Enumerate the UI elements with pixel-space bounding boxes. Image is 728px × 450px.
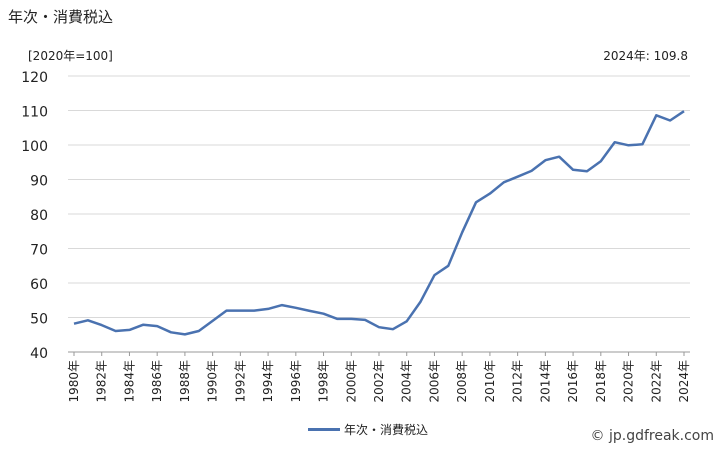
y-tick-label: 90 [30,174,48,190]
latest-value-label: 2024年: 109.8 [603,49,688,63]
y-tick-label: 100 [21,139,48,155]
legend-label: 年次・消費税込 [344,423,429,437]
x-tick-label: 1982年 [95,360,109,403]
x-tick-label: 2018年 [594,360,608,403]
x-tick-label: 1992年 [233,360,247,403]
chart-title: 年次・消費税込 [8,8,114,26]
y-tick-label: 40 [30,346,48,362]
x-tick-label: 1984年 [122,360,136,403]
y-tick-label: 80 [30,208,48,224]
x-tick-label: 2016年 [566,360,580,403]
y-tick-label: 120 [21,70,48,86]
x-tick-label: 1986年 [150,360,164,403]
x-tick-label: 2002年 [372,360,386,403]
y-tick-label: 110 [21,105,48,121]
x-tick-label: 2006年 [427,360,441,403]
x-tick-label: 2004年 [400,360,414,403]
x-tick-label: 1994年 [261,360,275,403]
y-tick-label: 60 [30,277,48,293]
legend-swatch [308,428,340,431]
unit-label: [2020年=100] [28,49,113,63]
x-tick-label: 2000年 [344,360,358,403]
x-tick-label: 2020年 [622,360,636,403]
line-chart: 40 50 60 70 80 90 100 110 120 1980年 1982年 1984年 1986… [21,70,691,403]
x-tick-label: 1988年 [178,360,192,403]
x-tick-label: 1980年 [67,360,81,403]
legend: 年次・消費税込 [308,421,428,438]
x-tick-label: 2012年 [511,360,525,403]
x-tick-label: 1990年 [206,360,220,403]
x-tick-label: 2022年 [649,360,663,403]
y-tick-label: 70 [30,243,48,259]
x-tick-label: 2014年 [538,360,552,403]
x-tick-label: 2010年 [483,360,497,403]
x-tick-label: 2024年 [677,360,691,403]
y-tick-label: 50 [30,312,48,328]
credit-text: © jp.gdfreak.com [590,428,714,444]
x-tick-label: 1998年 [317,360,331,403]
x-tick-label: 1996年 [289,360,303,403]
x-tick-label: 2008年 [455,360,469,403]
